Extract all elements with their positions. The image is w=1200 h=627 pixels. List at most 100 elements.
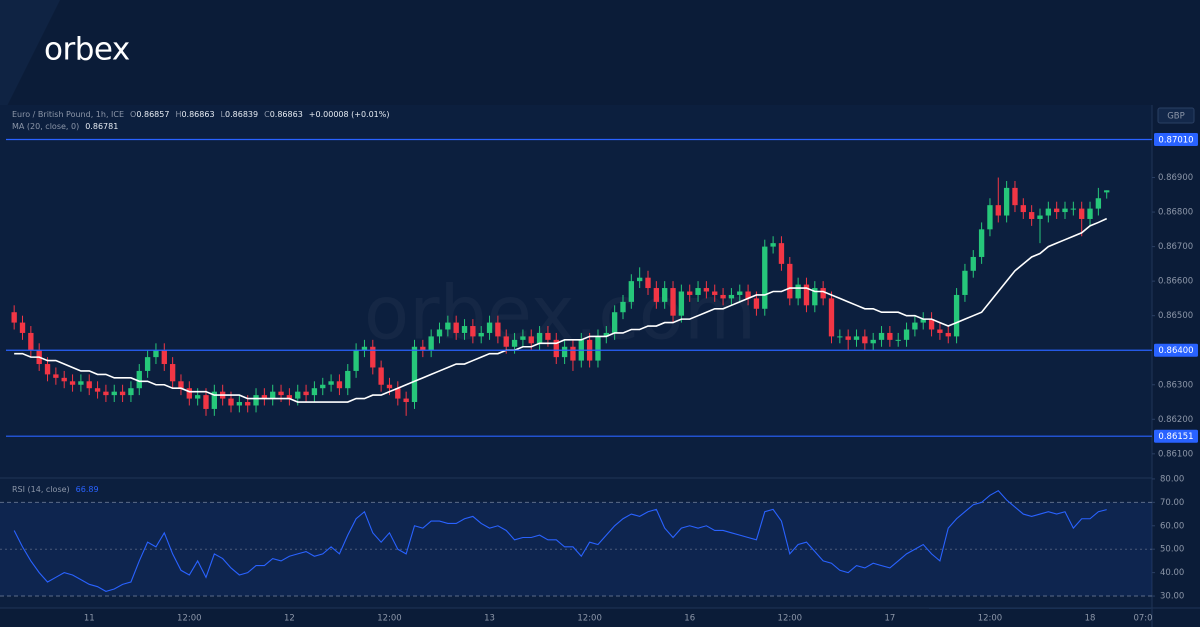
- candle-body: [862, 336, 868, 344]
- x-tick-label: 18: [1085, 614, 1096, 624]
- candle-body: [1037, 215, 1043, 219]
- candle-body: [762, 246, 768, 309]
- currency-box: [1157, 107, 1195, 124]
- x-tick-label: 12:00: [377, 614, 402, 624]
- rsi-line: [13, 489, 1107, 592]
- candle-body: [61, 377, 67, 382]
- y-tick-label: 0.86300: [1158, 380, 1193, 390]
- legend-main: Euro / British Pound, 1h, ICE O0.86857 H0.…: [12, 110, 389, 119]
- candle-body: [78, 381, 84, 385]
- candle-body: [928, 319, 935, 330]
- candle-body: [53, 374, 59, 378]
- candle-body: [420, 346, 426, 351]
- candle-body: [945, 332, 951, 337]
- candle-body: [353, 350, 359, 371]
- candle-body: [1095, 198, 1102, 209]
- candle-body: [662, 288, 668, 302]
- candle-body: [228, 398, 234, 406]
- y-tick-label: 0.86800: [1158, 208, 1193, 218]
- candle-body: [69, 381, 76, 385]
- candle-body: [186, 388, 192, 399]
- candle-body: [870, 339, 876, 344]
- candle-body: [486, 322, 493, 333]
- candle-body: [987, 205, 993, 230]
- candle-body: [428, 336, 434, 351]
- candle-body: [628, 281, 634, 302]
- candle-body: [878, 332, 885, 340]
- candle-body: [678, 291, 685, 316]
- candle-body: [436, 329, 443, 337]
- candle-body: [253, 395, 259, 406]
- candle-body: [328, 381, 334, 385]
- candle-body: [136, 370, 142, 389]
- candle-body: [745, 291, 751, 299]
- candle-body: [236, 402, 243, 406]
- level-label: 0.87010: [1158, 136, 1193, 146]
- y-tick-label: 0.86500: [1158, 311, 1193, 321]
- candle-body: [461, 326, 468, 333]
- candle-body: [753, 298, 760, 309]
- candle-body: [395, 388, 401, 399]
- candle-body: [345, 370, 351, 389]
- candle-body: [245, 402, 251, 406]
- candle-body: [803, 284, 810, 306]
- candle-body: [787, 263, 793, 299]
- x-tick-label: 17: [884, 614, 895, 624]
- candle-body: [1045, 208, 1051, 216]
- candle-body: [561, 346, 568, 358]
- candle-body: [320, 384, 326, 389]
- level-label-box: [1154, 343, 1198, 357]
- candle-body: [478, 332, 484, 337]
- candle-body: [536, 332, 543, 344]
- candle-body: [845, 336, 851, 340]
- x-tick-label: 16: [684, 614, 695, 624]
- candle-body: [1003, 187, 1010, 216]
- candle-body: [595, 336, 601, 361]
- candle-body: [553, 339, 559, 358]
- legend-ma: MA (20, close, 0) 0.86781: [12, 122, 118, 131]
- y-tick-label: 0.86900: [1158, 173, 1193, 183]
- currency: GBP: [1167, 112, 1185, 122]
- candle-body: [978, 229, 985, 257]
- rsi-name: RSI (14, close): [12, 485, 70, 494]
- candle-body: [912, 322, 918, 330]
- candle-body: [1087, 208, 1093, 219]
- candle-body: [19, 322, 26, 333]
- level-label-box: [1154, 133, 1198, 147]
- candle-body: [1079, 208, 1085, 219]
- candle-body: [295, 391, 301, 399]
- candle-body: [270, 391, 276, 399]
- y-tick-label: 30.00: [1160, 592, 1184, 602]
- candle-body: [670, 288, 676, 316]
- candle-body: [887, 332, 893, 340]
- candle-body: [712, 291, 718, 295]
- y-tick-label: 50.00: [1160, 545, 1184, 555]
- candle-body: [261, 395, 268, 399]
- x-tick-label: 12: [284, 614, 295, 624]
- candle-body: [28, 332, 34, 351]
- candle-body: [637, 277, 643, 282]
- candle-body: [853, 336, 860, 340]
- candle-body: [703, 288, 710, 292]
- candle-body: [737, 291, 743, 295]
- candle-body: [903, 329, 910, 340]
- candle-body: [570, 346, 576, 361]
- candle-body: [370, 346, 376, 368]
- candle-body: [1028, 212, 1035, 219]
- x-tick-label: 13: [484, 614, 495, 624]
- ma-value: 0.86781: [85, 122, 118, 131]
- logo: orbex: [44, 32, 130, 68]
- candle-body: [511, 339, 518, 347]
- y-tick-label: 0.86100: [1158, 449, 1193, 459]
- candle-body: [169, 364, 176, 382]
- plot-area: [0, 105, 1152, 608]
- candle-body: [770, 243, 776, 247]
- candle-body: [453, 322, 459, 333]
- candle-body: [1062, 208, 1068, 213]
- candle-body: [1054, 208, 1060, 213]
- candle-body: [503, 336, 509, 347]
- candle-body: [361, 346, 368, 351]
- y-tick-label: 60.00: [1160, 521, 1184, 531]
- candle-body: [1104, 190, 1110, 193]
